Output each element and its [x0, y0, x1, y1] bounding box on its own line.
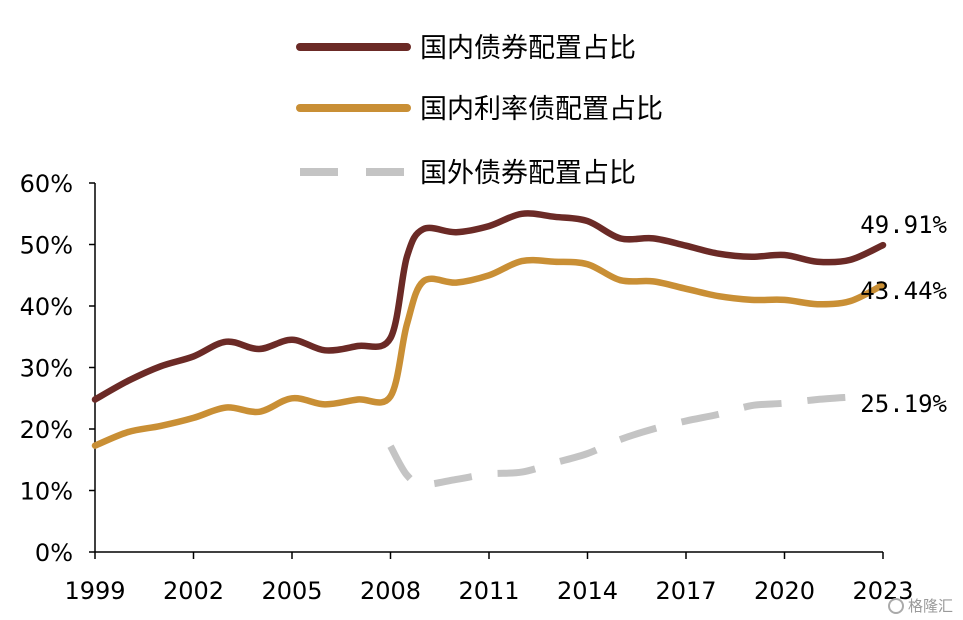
series-lines	[91, 210, 887, 488]
series-line	[91, 256, 887, 449]
y-tick-label: 20%	[20, 416, 73, 444]
legend-label: 国外债券配置占比	[420, 158, 636, 189]
y-tick-label: 60%	[20, 170, 73, 198]
x-tick-label: 2005	[261, 577, 322, 605]
watermark-text: 格隆汇	[908, 597, 953, 615]
x-tick-label: 2017	[655, 577, 716, 605]
end-labels: 49.91% 43.44% 25.19%	[860, 211, 947, 418]
x-tick-label: 2002	[163, 577, 224, 605]
legend-label: 国内利率债配置占比	[420, 94, 663, 125]
x-tick-label: 1999	[64, 577, 125, 605]
series-line	[387, 393, 851, 488]
end-value-label: 25.19%	[860, 390, 947, 418]
x-tick-label: 2023	[852, 577, 913, 605]
end-value-label: 49.91%	[860, 211, 947, 239]
x-tick-label: 2011	[458, 577, 519, 605]
watermark: 格隆汇	[888, 597, 953, 615]
y-tick-label: 30%	[20, 355, 73, 383]
series-line	[91, 210, 887, 403]
legend-label: 国内债券配置占比	[420, 33, 636, 64]
x-tick-label: 2020	[754, 577, 815, 605]
x-tick-label: 2014	[557, 577, 618, 605]
y-tick-label: 0%	[35, 539, 73, 567]
tick-labels: 0% 10% 20% 30% 40% 50% 60% 1999 2002 2005 2008 2011…	[20, 170, 914, 605]
end-value-label: 43.44%	[860, 277, 947, 305]
x-tick-label: 2008	[360, 577, 421, 605]
y-tick-label: 10%	[20, 478, 73, 506]
y-tick-label: 40%	[20, 293, 73, 321]
axes	[89, 182, 884, 559]
watermark-logo-icon	[888, 598, 904, 614]
y-tick-label: 50%	[20, 232, 73, 260]
